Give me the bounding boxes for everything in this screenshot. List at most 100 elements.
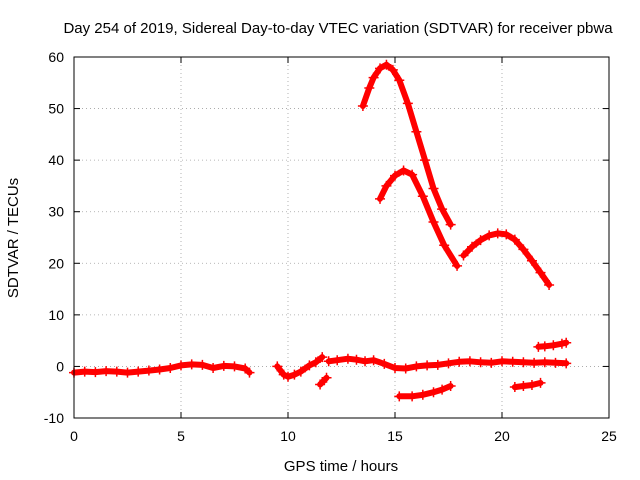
data-point [437,384,448,395]
series-baseline-a [69,359,255,378]
series-arc-peak-38 [375,165,463,271]
data-point [529,357,540,368]
data-point [518,244,529,255]
data-point [402,98,413,109]
tick-labels: 0 5 10 15 20 25 -10 0 10 20 30 40 50 60 [44,49,617,444]
y-tick-label: 30 [48,204,64,220]
data-point [351,354,362,365]
data-point [360,356,371,367]
series-trace [460,230,553,288]
data-point [278,369,289,380]
data-point [509,234,520,245]
data-point [79,366,90,377]
y-tick-label: 0 [56,358,64,374]
data-point [417,191,428,202]
data-point [407,391,418,402]
data-point [375,193,386,204]
series-dip-short [315,372,332,390]
data-point [497,356,507,367]
data-point [452,260,463,271]
data-point [526,379,537,390]
data-point [561,337,572,348]
data-point [283,371,293,382]
data-point [364,82,375,93]
data-point [428,183,439,194]
data-point [467,241,478,252]
data-point [244,367,255,378]
data-point [454,356,465,367]
data-point [381,59,392,70]
x-tick-label: 5 [177,428,185,444]
data-point [422,360,433,371]
y-tick-label: -10 [44,410,64,426]
data-point [428,217,439,228]
data-point [368,355,379,366]
series-low-arc [394,381,456,402]
data-point [518,381,529,392]
axis-ticks [73,56,610,419]
data-point [464,356,475,367]
data-point [432,359,443,370]
data-point [197,359,208,370]
data-point [295,366,306,377]
data-point [186,359,197,370]
data-point [240,363,251,374]
plot-frame [73,56,610,419]
x-tick-label: 25 [601,428,617,444]
data-point [390,362,400,373]
data-point [526,255,537,266]
x-tick-label: 20 [494,428,510,444]
data-point [90,367,101,378]
data-point [561,358,572,369]
series-baseline-b [272,352,328,382]
data-point [357,100,368,111]
data-point [458,250,469,261]
data-point [486,357,497,368]
data-point [342,353,353,364]
x-tick-label: 0 [70,428,78,444]
data-point [507,356,518,367]
data-point [443,358,454,369]
y-tick-label: 60 [48,49,64,65]
data-point [289,369,300,380]
data-point [165,362,176,373]
data-point [411,361,422,372]
data-point [379,358,390,369]
data-point [317,352,328,363]
series-arc-peak-58 [357,59,456,230]
data-point [387,64,398,75]
data-point [323,356,334,367]
y-tick-label: 10 [48,307,64,323]
data-point [394,391,405,402]
data-point [321,372,332,383]
data-point [122,367,133,378]
data-point [407,169,418,180]
data-point [535,267,546,278]
data-point [539,341,550,352]
x-tick-label: 15 [387,428,403,444]
data-point [381,180,392,191]
data-point [550,357,561,368]
data-point [390,170,400,181]
data-point [518,357,529,368]
series-low-right [509,377,546,393]
data-series [69,59,572,402]
data-point [548,340,559,351]
y-axis-label: SDTVAR / TECUs [5,178,22,298]
y-tick-label: 40 [48,152,64,168]
data-point [133,366,144,377]
data-point [332,355,343,366]
data-point [272,361,283,372]
data-point [111,366,122,377]
series-trace [359,61,454,228]
data-point [394,75,405,86]
series-arc-peak-26 [458,228,555,290]
data-point [208,362,219,373]
series-right-step [533,337,572,352]
data-point [439,240,450,251]
data-point [544,279,555,290]
data-point [398,165,409,176]
data-point [539,357,550,368]
series-baseline-c [323,353,572,374]
